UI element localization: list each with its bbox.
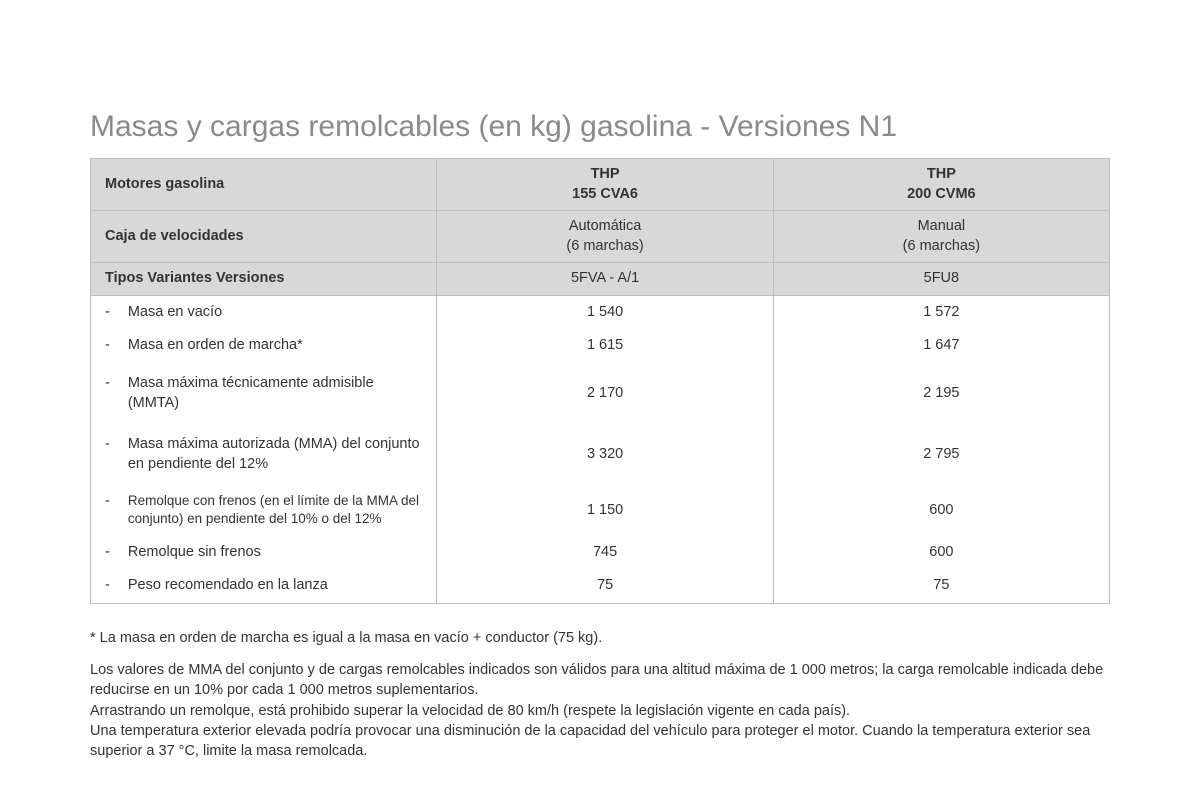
row-label-cell: -Masa máxima técnicamente admisible (MMT… xyxy=(91,363,437,424)
table-body: -Masa en vacío1 5401 572-Masa en orden d… xyxy=(91,295,1110,603)
header-col-2: THP 200 CVM6 xyxy=(773,159,1109,211)
header-col-1: THP 155 CVA6 xyxy=(437,159,773,211)
row-label-text: Masa en vacío xyxy=(128,303,427,323)
table-row: -Remolque con frenos (en el límite de la… xyxy=(91,485,1110,535)
row-label-text: Masa en orden de marcha* xyxy=(128,336,427,356)
row-value-1: 745 xyxy=(437,536,773,570)
row-value-2: 1 572 xyxy=(773,295,1109,329)
bullet-dash: - xyxy=(105,303,110,323)
row-label-text: Masa máxima técnicamente admisible (MMTA… xyxy=(128,374,427,413)
row-label-text: Masa máxima autorizada (MMA) del conjunt… xyxy=(128,435,427,474)
hdr-c2-l1: Manual xyxy=(918,218,966,234)
table-row: -Masa máxima técnicamente admisible (MMT… xyxy=(91,363,1110,424)
row-value-2: 2 195 xyxy=(773,363,1109,424)
row-label-cell: -Masa máxima autorizada (MMA) del conjun… xyxy=(91,424,437,485)
hdr-c2-l1: THP xyxy=(927,166,956,182)
hdr-c1-l1: THP xyxy=(591,166,620,182)
header-label: Motores gasolina xyxy=(91,159,437,211)
specs-table: Motores gasolina THP 155 CVA6 THP 200 CV… xyxy=(90,158,1110,604)
row-value-2: 600 xyxy=(773,485,1109,535)
row-label-cell: -Peso recomendado en la lanza xyxy=(91,569,437,603)
row-label-cell: -Masa en vacío xyxy=(91,295,437,329)
row-label-cell: -Masa en orden de marcha* xyxy=(91,329,437,363)
row-value-2: 1 647 xyxy=(773,329,1109,363)
header-label: Tipos Variantes Versiones xyxy=(91,263,437,296)
header-row-gearbox: Caja de velocidades Automática (6 marcha… xyxy=(91,211,1110,263)
hdr-c1-l2: (6 marchas) xyxy=(447,237,762,257)
footnotes: * La masa en orden de marcha es igual a … xyxy=(90,628,1110,762)
row-label-text: Peso recomendado en la lanza xyxy=(128,576,427,596)
row-value-2: 600 xyxy=(773,536,1109,570)
row-value-1: 3 320 xyxy=(437,424,773,485)
header-row-engines: Motores gasolina THP 155 CVA6 THP 200 CV… xyxy=(91,159,1110,211)
footnote-asterisk: * La masa en orden de marcha es igual a … xyxy=(90,628,1110,648)
row-label-cell: -Remolque con frenos (en el límite de la… xyxy=(91,485,437,535)
header-row-variants: Tipos Variantes Versiones 5FVA - A/1 5FU… xyxy=(91,263,1110,296)
bullet-dash: - xyxy=(105,374,110,413)
row-value-2: 75 xyxy=(773,569,1109,603)
table-row: -Peso recomendado en la lanza7575 xyxy=(91,569,1110,603)
table-row: -Masa en orden de marcha*1 6151 647 xyxy=(91,329,1110,363)
row-label-text: Remolque sin frenos xyxy=(128,543,427,563)
footnote-body: Los valores de MMA del conjunto y de car… xyxy=(90,660,1110,761)
bullet-dash: - xyxy=(105,492,110,528)
header-col-1: 5FVA - A/1 xyxy=(437,263,773,296)
row-value-1: 1 150 xyxy=(437,485,773,535)
table-row: -Masa en vacío1 5401 572 xyxy=(91,295,1110,329)
bullet-dash: - xyxy=(105,576,110,596)
bullet-dash: - xyxy=(105,435,110,474)
hdr-c1-l1: Automática xyxy=(569,218,642,234)
bullet-dash: - xyxy=(105,336,110,356)
table-row: -Masa máxima autorizada (MMA) del conjun… xyxy=(91,424,1110,485)
hdr-c2-l2: (6 marchas) xyxy=(784,237,1099,257)
header-col-2: Manual (6 marchas) xyxy=(773,211,1109,263)
bullet-dash: - xyxy=(105,543,110,563)
hdr-c2-l2: 200 CVM6 xyxy=(784,185,1099,205)
row-value-1: 75 xyxy=(437,569,773,603)
row-label-cell: -Remolque sin frenos xyxy=(91,536,437,570)
row-value-1: 2 170 xyxy=(437,363,773,424)
header-col-2: 5FU8 xyxy=(773,263,1109,296)
header-label: Caja de velocidades xyxy=(91,211,437,263)
page-title: Masas y cargas remolcables (en kg) gasol… xyxy=(90,110,1110,144)
row-value-1: 1 540 xyxy=(437,295,773,329)
row-value-1: 1 615 xyxy=(437,329,773,363)
hdr-c1-l2: 155 CVA6 xyxy=(447,185,762,205)
header-col-1: Automática (6 marchas) xyxy=(437,211,773,263)
row-value-2: 2 795 xyxy=(773,424,1109,485)
row-label-text: Remolque con frenos (en el límite de la … xyxy=(128,492,427,528)
table-row: -Remolque sin frenos745600 xyxy=(91,536,1110,570)
